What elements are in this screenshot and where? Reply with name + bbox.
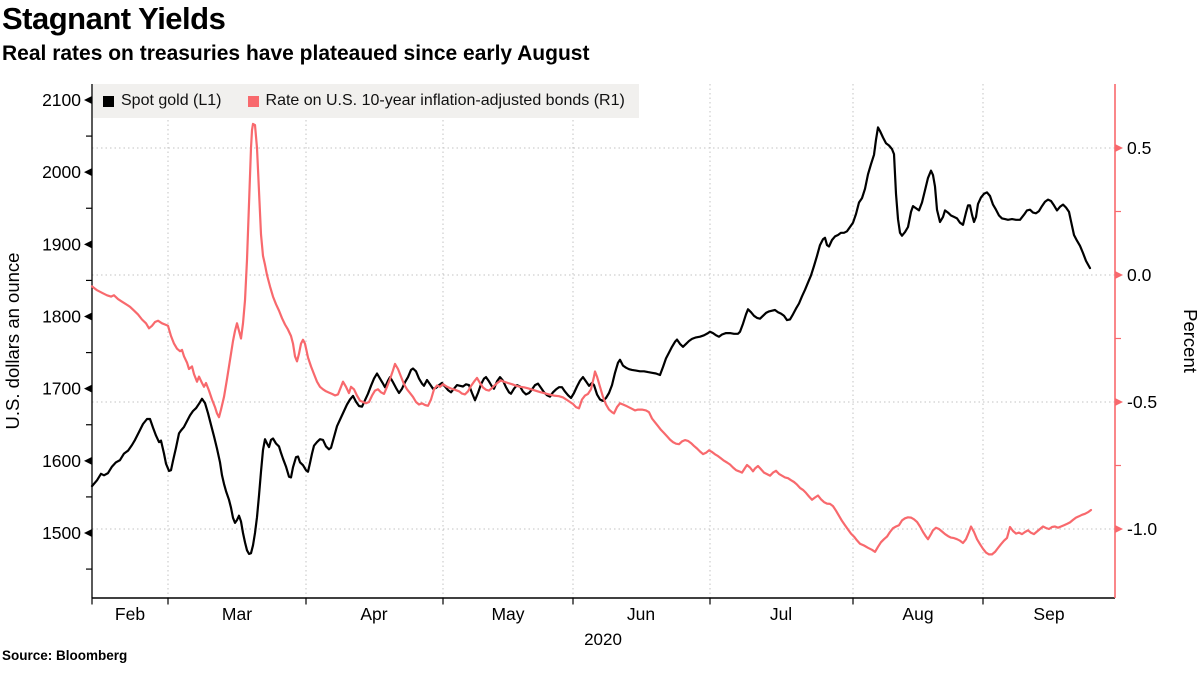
series-line-real-rate [90,122,1093,556]
right-axis-tick-label: 0.0 [1127,265,1152,285]
left-axis-tick-label: 1700 [42,379,81,399]
right-axis-tick-arrow [1115,398,1123,406]
left-axis-tick-arrow [84,384,92,393]
right-axis-tick-arrow [1115,525,1123,533]
left-axis-tick-label: 1500 [42,523,81,543]
month-label: Feb [115,604,145,624]
left-axis-tick-arrow [84,168,92,177]
left-axis-tick-arrow [84,312,92,321]
right-axis-tick-label: 0.5 [1127,138,1151,158]
x-axis-year-label: 2020 [584,630,622,649]
legend-item-spot-gold: Spot gold (L1) [103,92,222,110]
right-axis-title: Percent [1180,309,1200,373]
month-label: Jun [627,604,655,624]
month-label: Mar [222,604,252,624]
month-label: Aug [902,604,933,624]
page-subtitle: Real rates on treasuries have plateaued … [2,42,590,65]
left-axis-tick-label: 1900 [42,234,81,254]
left-axis-tick-label: 1800 [42,307,81,327]
left-axis-tick-arrow [84,240,92,249]
left-axis-title: U.S. dollars an ounce [2,253,23,430]
legend: Spot gold (L1) Rate on U.S. 10-year infl… [93,84,639,118]
right-axis-tick-arrow [1115,271,1123,279]
month-label: Apr [360,604,387,624]
left-axis-tick-label: 1600 [42,451,81,471]
real-rate-swatch-icon [247,95,259,107]
spot-gold-swatch-icon [103,95,114,107]
legend-label-real-rate: Rate on U.S. 10-year inflation-adjusted … [265,92,625,109]
month-label: Sep [1033,604,1064,624]
page-title: Stagnant Yields [2,1,226,36]
legend-label-spot-gold: Spot gold (L1) [121,92,222,109]
left-axis-tick-label: 2000 [42,162,81,182]
month-label: Jul [770,604,792,624]
right-axis-tick-arrow [1115,144,1123,152]
left-axis-tick-arrow [84,96,92,104]
right-axis-tick-label: -0.5 [1127,392,1157,412]
left-axis-tick-label: 2100 [42,90,81,110]
month-label: May [491,604,524,624]
right-axis-tick-label: -1.0 [1127,519,1157,539]
left-axis-tick-arrow [84,529,92,537]
series-line-spot-gold [90,126,1092,555]
legend-item-real-rate: Rate on U.S. 10-year inflation-adjusted … [247,92,625,110]
source-attribution: Source: Bloomberg [2,648,128,663]
left-axis-tick-arrow [84,456,92,465]
